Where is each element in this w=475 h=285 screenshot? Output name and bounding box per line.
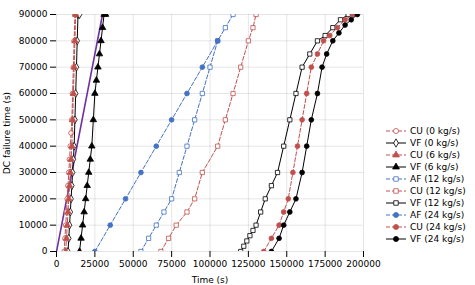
svg-text:50000: 50000 — [19, 115, 48, 125]
html-text:VF (12 kg/s): VF (12 kg/s) — [410, 198, 465, 208]
svg-text:10000: 10000 — [19, 220, 48, 230]
html-text:VF (6 kg/s): VF (6 kg/s) — [410, 162, 459, 172]
svg-text:60000: 60000 — [19, 88, 48, 98]
svg-text:200000: 200000 — [346, 259, 381, 269]
html-text:CU (0 kg/s): CU (0 kg/s) — [410, 126, 460, 136]
html-text:AF (12 kg/s): AF (12 kg/s) — [410, 174, 465, 184]
svg-text:50000: 50000 — [119, 259, 148, 269]
svg-text:30000: 30000 — [19, 167, 48, 177]
svg-text:125000: 125000 — [231, 259, 266, 269]
svg-text:20000: 20000 — [19, 194, 48, 204]
svg-text:80000: 80000 — [19, 36, 48, 46]
svg-text:175000: 175000 — [308, 259, 343, 269]
html-text:CU (24 kg/s): CU (24 kg/s) — [410, 222, 466, 232]
html-text:VF (0 kg/s): VF (0 kg/s) — [410, 138, 459, 148]
svg-text:150000: 150000 — [270, 259, 305, 269]
svg-text:40000: 40000 — [19, 141, 48, 151]
svg-text:0: 0 — [54, 259, 60, 269]
html-text:CU (12 kg/s): CU (12 kg/s) — [410, 186, 466, 196]
svg-text:25000: 25000 — [81, 259, 110, 269]
svg-text:Time (s): Time (s) — [191, 275, 229, 285]
svg-text:70000: 70000 — [19, 62, 48, 72]
svg-text:DC failure time (s): DC failure time (s) — [2, 92, 12, 174]
html-text:VF (24 kg/s): VF (24 kg/s) — [410, 234, 465, 244]
html-text:AF (24 kg/s): AF (24 kg/s) — [410, 210, 465, 220]
html-text:CU (6 kg/s): CU (6 kg/s) — [410, 150, 460, 160]
svg-text:75000: 75000 — [157, 259, 186, 269]
svg-text:90000: 90000 — [19, 9, 48, 19]
svg-text:100000: 100000 — [193, 259, 228, 269]
svg-text:0: 0 — [42, 246, 48, 256]
